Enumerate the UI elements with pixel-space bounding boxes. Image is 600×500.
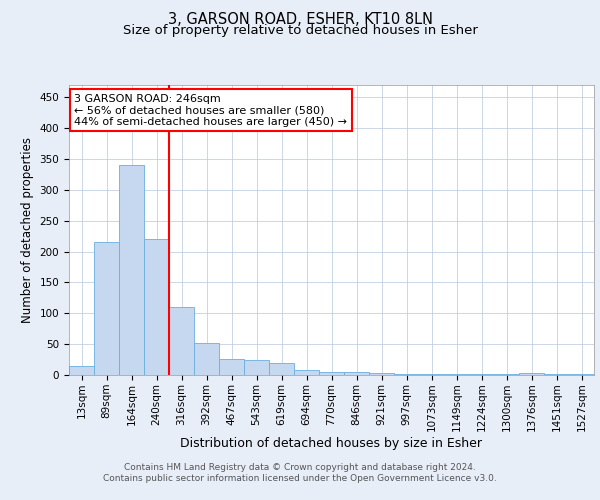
Bar <box>569 374 594 375</box>
Bar <box>144 240 169 375</box>
Bar <box>269 362 294 375</box>
Bar <box>244 360 269 375</box>
Bar <box>119 165 144 375</box>
Bar <box>219 359 244 375</box>
Bar <box>394 374 419 375</box>
Bar <box>319 372 344 375</box>
Bar <box>194 343 219 375</box>
Bar <box>444 374 469 375</box>
Text: Contains HM Land Registry data © Crown copyright and database right 2024.: Contains HM Land Registry data © Crown c… <box>124 462 476 471</box>
Bar <box>294 370 319 375</box>
Text: Size of property relative to detached houses in Esher: Size of property relative to detached ho… <box>122 24 478 37</box>
Bar <box>69 366 94 375</box>
Bar <box>544 374 569 375</box>
X-axis label: Distribution of detached houses by size in Esher: Distribution of detached houses by size … <box>181 437 482 450</box>
Y-axis label: Number of detached properties: Number of detached properties <box>21 137 34 323</box>
Bar <box>494 374 519 375</box>
Text: 3 GARSON ROAD: 246sqm
← 56% of detached houses are smaller (580)
44% of semi-det: 3 GARSON ROAD: 246sqm ← 56% of detached … <box>74 94 347 127</box>
Bar <box>419 374 444 375</box>
Bar <box>94 242 119 375</box>
Bar <box>469 374 494 375</box>
Bar <box>169 307 194 375</box>
Bar <box>344 372 369 375</box>
Text: Contains public sector information licensed under the Open Government Licence v3: Contains public sector information licen… <box>103 474 497 483</box>
Bar <box>519 373 544 375</box>
Text: 3, GARSON ROAD, ESHER, KT10 8LN: 3, GARSON ROAD, ESHER, KT10 8LN <box>167 12 433 28</box>
Bar <box>369 373 394 375</box>
